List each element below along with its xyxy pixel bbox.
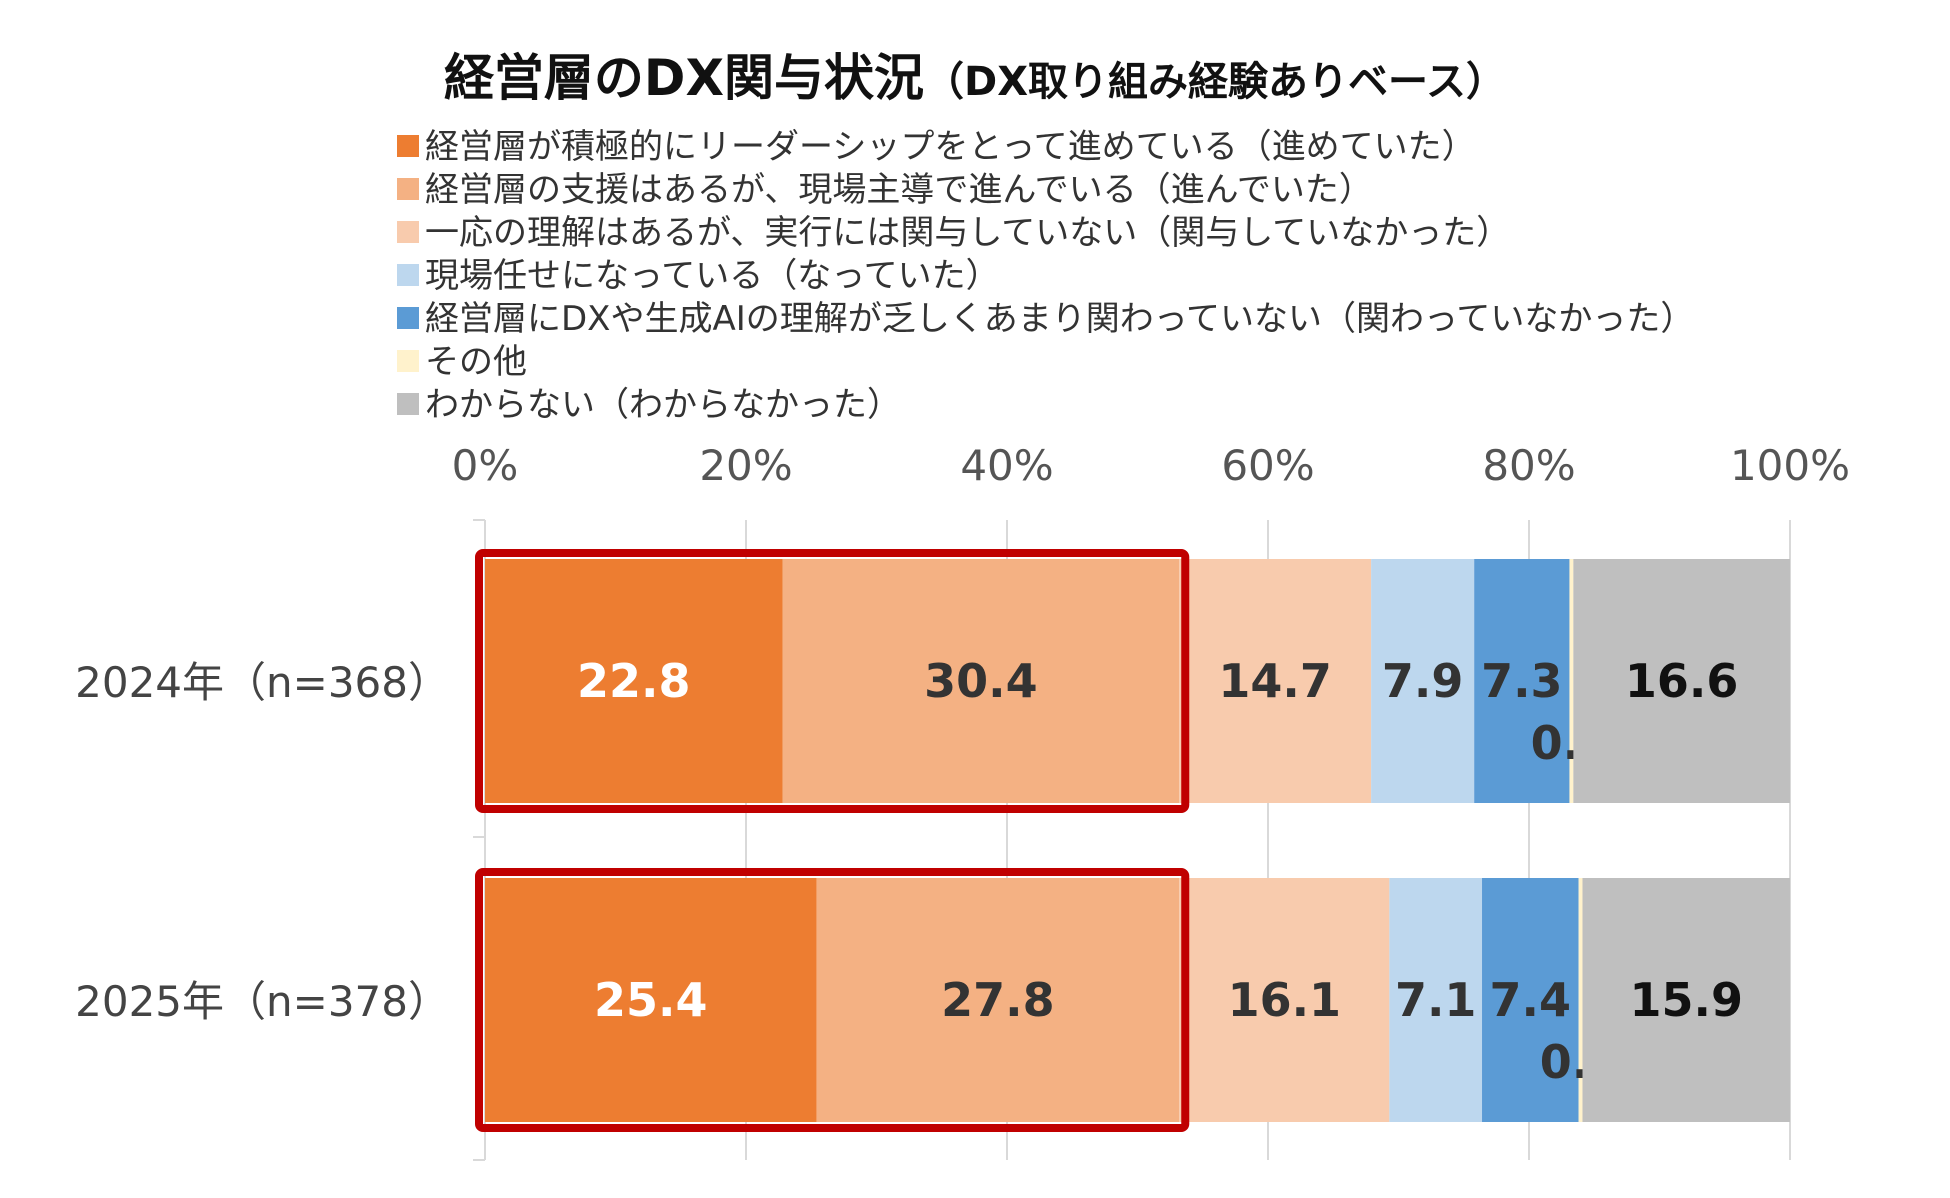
legend-label: 経営層にDXや生成AIの理解が乏しくあまり関わっていない（関わっていなかった） <box>425 299 1694 339</box>
bar-segment <box>782 559 1180 803</box>
legend-swatch <box>397 178 419 200</box>
legend-swatch <box>397 221 419 243</box>
legend-swatch <box>397 307 419 329</box>
data-label: 16.6 <box>1625 654 1739 708</box>
x-axis-ticks: 0% 20% 40% 60% 80% 100% <box>452 441 1850 490</box>
data-label: 30.4 <box>924 654 1038 708</box>
x-tick-label: 100% <box>1730 441 1850 490</box>
x-tick-label: 20% <box>699 441 792 490</box>
data-label: 22.8 <box>577 654 691 708</box>
highlight-boxes <box>475 549 1190 1132</box>
category-label: 2025年（n=378） <box>75 977 450 1026</box>
legend-label: その他 <box>425 342 527 382</box>
category-labels: 2024年（n=368） 2025年（n=378） <box>75 658 450 1026</box>
bar-segment <box>1482 878 1579 1122</box>
x-tick-label: 40% <box>960 441 1053 490</box>
bar-segment <box>1179 559 1372 803</box>
data-label: 27.8 <box>941 973 1055 1027</box>
data-label: 14.7 <box>1218 654 1332 708</box>
x-tick-label: 80% <box>1482 441 1575 490</box>
highlight-box <box>475 868 1190 1132</box>
legend-label: 経営層の支援はあるが、現場主導で進んでいる（進んでいた） <box>425 170 1373 210</box>
x-tick-label: 0% <box>452 441 519 490</box>
bar-segment <box>485 878 817 1122</box>
data-label: 7.1 <box>1395 973 1477 1027</box>
bars: 22.8 30.4 14.7 7.9 7.30.316.625.4 27.8 16.1 7.1… <box>485 559 1790 1122</box>
legend-swatch <box>397 135 419 157</box>
chart-title-main: 経営層のDX関与状況 <box>444 49 924 107</box>
bar-segment <box>816 878 1180 1122</box>
bar-segment <box>1179 878 1390 1122</box>
bar-segment <box>1389 878 1483 1122</box>
bar-segment <box>1573 559 1790 803</box>
legend: 経営層が積極的にリーダーシップをとって進めている（進めていた）経営層の支援はある… <box>397 127 1694 425</box>
data-label: 15.9 <box>1630 973 1744 1027</box>
bar-segment <box>1578 878 1583 1122</box>
bar-segment <box>1569 559 1574 803</box>
legend-swatch <box>397 264 419 286</box>
bar-segment <box>485 559 783 803</box>
data-label: 16.1 <box>1228 973 1342 1027</box>
bar-segment <box>1582 878 1790 1122</box>
legend-label: 一応の理解はあるが、実行には関与していない（関与していなかった） <box>425 213 1510 253</box>
highlight-box <box>475 549 1190 813</box>
data-label: 7.3 <box>1481 654 1563 708</box>
bar-segment <box>1371 559 1475 803</box>
data-label: 7.4 <box>1490 973 1572 1027</box>
chart-title-sub: （DX取り組み経験ありベース） <box>924 59 1506 105</box>
category-label: 2024年（n=368） <box>75 658 450 707</box>
legend-label: 現場任せになっている（なっていた） <box>425 256 1000 296</box>
bar-segment <box>1474 559 1570 803</box>
legend-swatch <box>397 350 419 372</box>
chart-title: 経営層のDX関与状況（DX取り組み経験ありベース） <box>444 49 1506 107</box>
legend-label: 経営層が積極的にリーダーシップをとって進めている（進めていた） <box>425 127 1476 167</box>
x-tick-label: 60% <box>1221 441 1314 490</box>
data-label: 7.9 <box>1382 654 1464 708</box>
legend-swatch <box>397 393 419 415</box>
legend-label: わからない（わからなかった） <box>425 385 901 425</box>
data-label: 25.4 <box>594 973 708 1027</box>
